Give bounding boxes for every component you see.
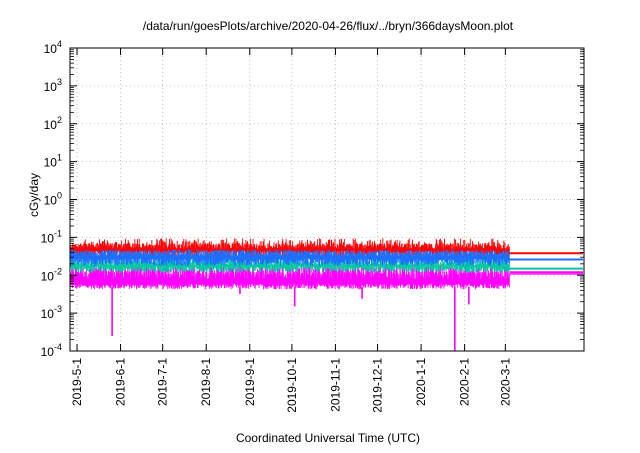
y-tick-label: 102 — [44, 115, 62, 132]
y-tick-base: 10 — [44, 118, 58, 132]
x-axis-label: Coordinated Universal Time (UTC) — [236, 431, 420, 445]
y-tick-base: 10 — [44, 194, 58, 208]
y-tick-label: 103 — [44, 77, 62, 94]
x-tick-label: 2019-8-1 — [199, 358, 213, 406]
y-tick-exponent: 1 — [57, 153, 62, 163]
y-tick-base: 10 — [44, 156, 58, 170]
y-tick-label: 101 — [44, 153, 62, 170]
x-tick-label: 2019-7-1 — [156, 358, 170, 406]
y-tick-base: 10 — [41, 307, 55, 321]
x-tick-label: 2019-11-1 — [328, 358, 342, 412]
chart-title: /data/run/goesPlots/archive/2020-04-26/f… — [143, 19, 514, 33]
y-tick-base: 10 — [44, 42, 58, 56]
y-tick-label: 10-1 — [41, 228, 62, 245]
x-tick-label: 2019-6-1 — [114, 358, 128, 406]
x-tick-label: 2020-1-1 — [414, 358, 428, 406]
y-tick-exponent: 3 — [57, 77, 62, 87]
y-tick-exponent: -1 — [54, 228, 62, 238]
grid — [70, 48, 584, 351]
y-tick-exponent: -3 — [54, 304, 62, 314]
y-tick-base: 10 — [41, 345, 55, 359]
y-tick-label: 10-3 — [41, 304, 62, 321]
y-tick-base: 10 — [44, 80, 58, 94]
y-tick-exponent: 2 — [57, 115, 62, 125]
x-tick-label: 2020-3-1 — [498, 358, 512, 406]
series-red — [70, 238, 510, 258]
y-tick-label: 104 — [44, 39, 62, 56]
y-tick-exponent: 4 — [57, 39, 62, 49]
plot-area — [70, 238, 583, 351]
series-blue — [70, 249, 510, 266]
y-axis-label: cGy/day — [27, 173, 41, 217]
y-tick-exponent: 0 — [57, 191, 62, 201]
y-tick-label: 10-4 — [41, 342, 62, 359]
x-tick-label: 2019-5-1 — [70, 358, 84, 406]
y-tick-exponent: -2 — [54, 266, 62, 276]
y-tick-base: 10 — [41, 231, 55, 245]
y-tick-label: 10-2 — [41, 266, 62, 283]
y-tick-base: 10 — [41, 269, 55, 283]
y-tick-exponent: -4 — [54, 342, 62, 352]
x-tick-label: 2020-2-1 — [458, 358, 472, 406]
x-tick-label: 2019-10-1 — [285, 358, 299, 413]
series-green — [70, 258, 510, 273]
x-tick-label: 2019-9-1 — [243, 358, 257, 406]
x-tick-label: 2019-12-1 — [371, 358, 385, 413]
y-tick-label: 100 — [44, 191, 62, 208]
